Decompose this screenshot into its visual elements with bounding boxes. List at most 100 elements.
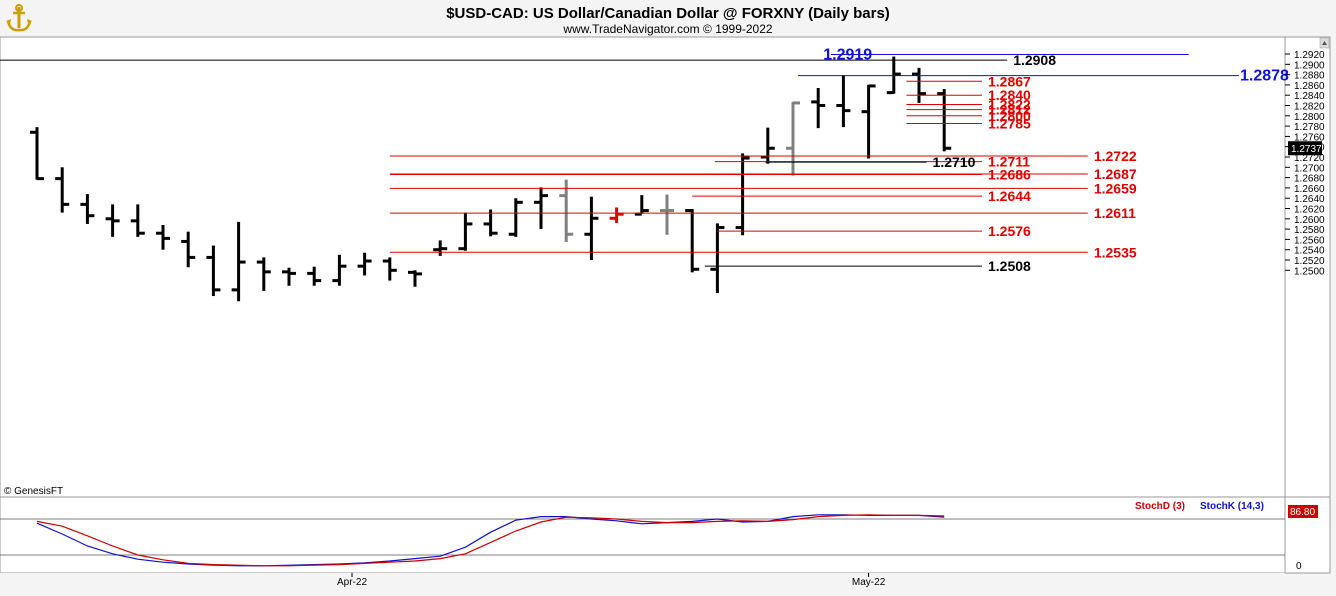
level-label: 1.2686: [988, 167, 1031, 183]
y-tick-label: 1.2820: [1294, 102, 1325, 113]
ohlc-bar: [559, 179, 574, 242]
stoch-point: [717, 518, 718, 519]
stoch-point: [692, 522, 693, 523]
level-label: 1.2840: [988, 87, 1031, 103]
price-panel: [0, 36, 1286, 498]
level-label: 1.2644: [988, 188, 1031, 204]
level-label: 1.2812: [988, 102, 1031, 118]
date-axis-ticks: Apr-22 May-22: [337, 573, 886, 588]
stoch-point: [62, 533, 63, 534]
y-tick-label: 1.2760: [1294, 132, 1325, 143]
stoch-point: [339, 564, 340, 565]
stoch-value-badge: [1288, 505, 1318, 518]
y-tick-label: 1.2680: [1294, 174, 1325, 185]
stoch-point: [792, 519, 793, 520]
ohlc-bar: [181, 231, 196, 268]
ohlc-bar: [130, 204, 145, 237]
ohlc-bar: [508, 198, 523, 237]
level-label: 1.2611: [1094, 205, 1136, 221]
ohlc-bar: [332, 254, 347, 286]
y-tick-label: 1.2800: [1294, 112, 1325, 123]
stoch-value-label: 86.80: [1290, 507, 1315, 518]
y-tick-label: 1.2860: [1294, 81, 1325, 92]
y-tick-label: 1.2840: [1294, 91, 1325, 102]
stoch-point: [490, 542, 491, 543]
stoch-point: [87, 535, 88, 536]
ohlc-bar: [307, 266, 322, 286]
ohlc-bar: [836, 75, 851, 128]
ohlc-bar: [55, 167, 70, 213]
y-tick-label: 1.2620: [1294, 205, 1325, 216]
price-axis-ticks: 1.25001.25201.25401.25601.25801.26001.26…: [1285, 50, 1325, 277]
ohlc-bar: [634, 195, 649, 216]
level-label: 1.2535: [1094, 244, 1137, 260]
stoch-point: [490, 532, 491, 533]
level-label: 1.2687: [1094, 166, 1137, 182]
logo: [6, 4, 32, 32]
chart-subtitle: www.TradeNavigator.com © 1999-2022: [562, 22, 772, 36]
levels-layer: 1.2919 1.2908 1.2878 1.28671.28401.28221.28…: [0, 47, 1289, 274]
stoch-point: [767, 521, 768, 522]
ohlc-bar: [912, 67, 926, 103]
stoch-point: [162, 559, 163, 560]
stoch-point: [868, 514, 869, 515]
stoch-point: [893, 515, 894, 516]
level-label: 1.2919: [823, 47, 872, 64]
ohlc-bar: [80, 194, 95, 224]
stoch-point: [616, 520, 617, 521]
ohlc-bar: [206, 245, 221, 297]
chart-title: $USD-CAD: US Dollar/Canadian Dollar @ FO…: [446, 5, 890, 22]
legend-stochk: StochK (14,3): [1200, 501, 1264, 512]
level-label: 1.2878: [1240, 68, 1289, 85]
stoch-point: [515, 530, 516, 531]
ohlc-bar: [534, 187, 548, 230]
anchor-logo-icon: [6, 4, 32, 32]
level-label: 1.2659: [1094, 180, 1137, 196]
stoch-point: [641, 521, 642, 522]
scrollbar[interactable]: [1319, 37, 1330, 49]
stoch-point: [465, 547, 466, 548]
stoch-point: [137, 554, 138, 555]
level-label: 1.2908: [1013, 52, 1056, 68]
y-tick-label: 1.2900: [1294, 60, 1325, 71]
ohlc-bar: [760, 127, 775, 164]
y-tick-label: 1.2580: [1294, 225, 1325, 236]
stoch-point: [112, 545, 113, 546]
stoch-point: [540, 521, 541, 522]
ohlc-bar: [735, 153, 750, 236]
stoch-point: [238, 565, 239, 566]
ohlc-bar: [433, 240, 448, 256]
stochastic-panel: [0, 496, 1286, 574]
stoch-point: [515, 520, 516, 521]
ohlc-bar: [382, 257, 397, 281]
level-label: 1.2722: [1094, 148, 1137, 164]
ohlc-bar: [811, 87, 826, 129]
stoch-point: [692, 521, 693, 522]
ohlc-bar: [483, 209, 498, 237]
ohlc-bar: [30, 127, 44, 181]
stoch-point: [918, 515, 919, 516]
level-label: 1.2508: [988, 258, 1031, 274]
stoch-point: [465, 553, 466, 554]
ohlc-bar: [105, 204, 120, 237]
legend-stochd: StochD (3): [1135, 501, 1185, 512]
stoch-point: [414, 558, 415, 559]
level-label: 1.2822: [988, 96, 1031, 112]
stoch-point: [566, 517, 567, 518]
stoch-point: [591, 517, 592, 518]
ohlc-bar: [609, 207, 624, 223]
y-tick-label: 1.2500: [1294, 266, 1325, 277]
level-label: 1.2711: [988, 154, 1030, 170]
ohlc-bar: [231, 221, 246, 302]
stoch-series-line: [36, 514, 945, 567]
y-tick-label: 1.2600: [1294, 215, 1325, 226]
y-tick-label: 1.2700: [1294, 163, 1325, 174]
stoch-point: [36, 521, 37, 522]
ohlc-bar: [786, 101, 800, 176]
stoch-point: [843, 515, 844, 516]
last-price-label: 1.2737: [1291, 144, 1322, 155]
date-axis: [0, 573, 1285, 591]
level-label: 1.2785: [988, 116, 1031, 132]
